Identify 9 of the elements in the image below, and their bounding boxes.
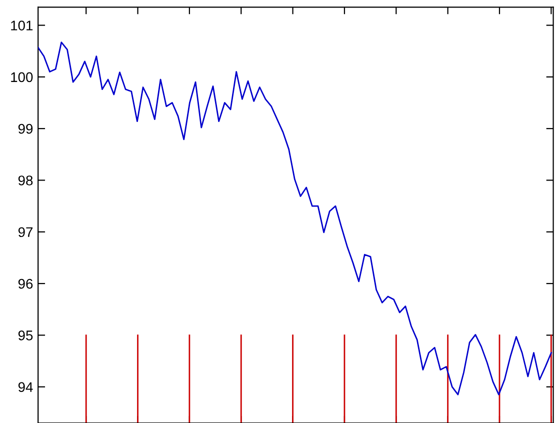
y-tick-label: 97 bbox=[18, 227, 33, 238]
line-series bbox=[38, 42, 552, 396]
y-tick-label: 100 bbox=[11, 72, 33, 82]
y-tick-label: 94 bbox=[18, 382, 33, 392]
y-tick-label: 96 bbox=[18, 278, 33, 289]
y-tick-label: 99 bbox=[18, 124, 33, 134]
y-tick-label: 95 bbox=[18, 330, 33, 340]
y-tick-label: 98 bbox=[18, 176, 33, 186]
y-tick-label: 101 bbox=[11, 20, 33, 30]
